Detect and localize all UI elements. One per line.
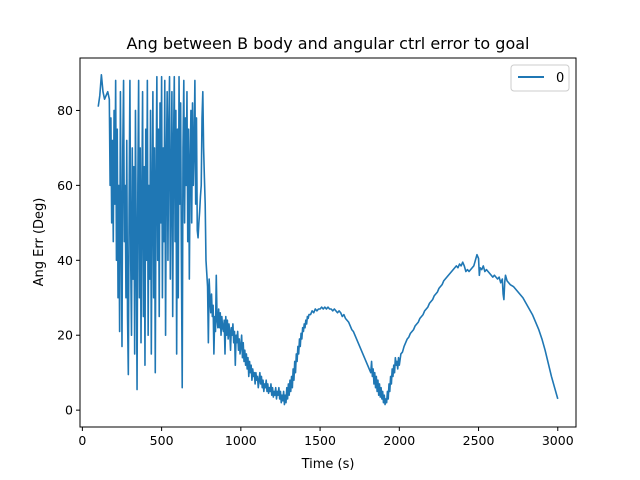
chart-title: Ang between B body and angular ctrl erro… xyxy=(126,34,529,53)
y-axis-label: Ang Err (Deg) xyxy=(32,198,47,287)
x-tick-label: 500 xyxy=(150,433,174,448)
y-tick-label: 0 xyxy=(65,403,73,418)
x-tick-label: 3000 xyxy=(542,433,574,448)
x-tick-label: 1500 xyxy=(304,433,336,448)
y-tick-label: 60 xyxy=(57,178,73,193)
y-tick-label: 80 xyxy=(57,103,73,118)
y-tick-label: 20 xyxy=(57,328,73,343)
x-tick-label: 2000 xyxy=(383,433,415,448)
legend: 0 xyxy=(510,64,570,92)
series-line-0 xyxy=(97,74,559,406)
plot-area xyxy=(97,74,559,406)
x-tick-label: 1000 xyxy=(225,433,257,448)
x-axis: 0 500 1000 1500 2000 2500 3000 xyxy=(78,427,574,448)
legend-entry-label: 0 xyxy=(556,71,564,86)
y-axis: 0 20 40 60 80 xyxy=(57,103,80,418)
x-tick-label: 0 xyxy=(78,433,86,448)
x-tick-label: 2500 xyxy=(463,433,495,448)
x-axis-label: Time (s) xyxy=(301,457,355,472)
y-tick-label: 40 xyxy=(57,253,73,268)
plot-frame xyxy=(79,57,577,428)
